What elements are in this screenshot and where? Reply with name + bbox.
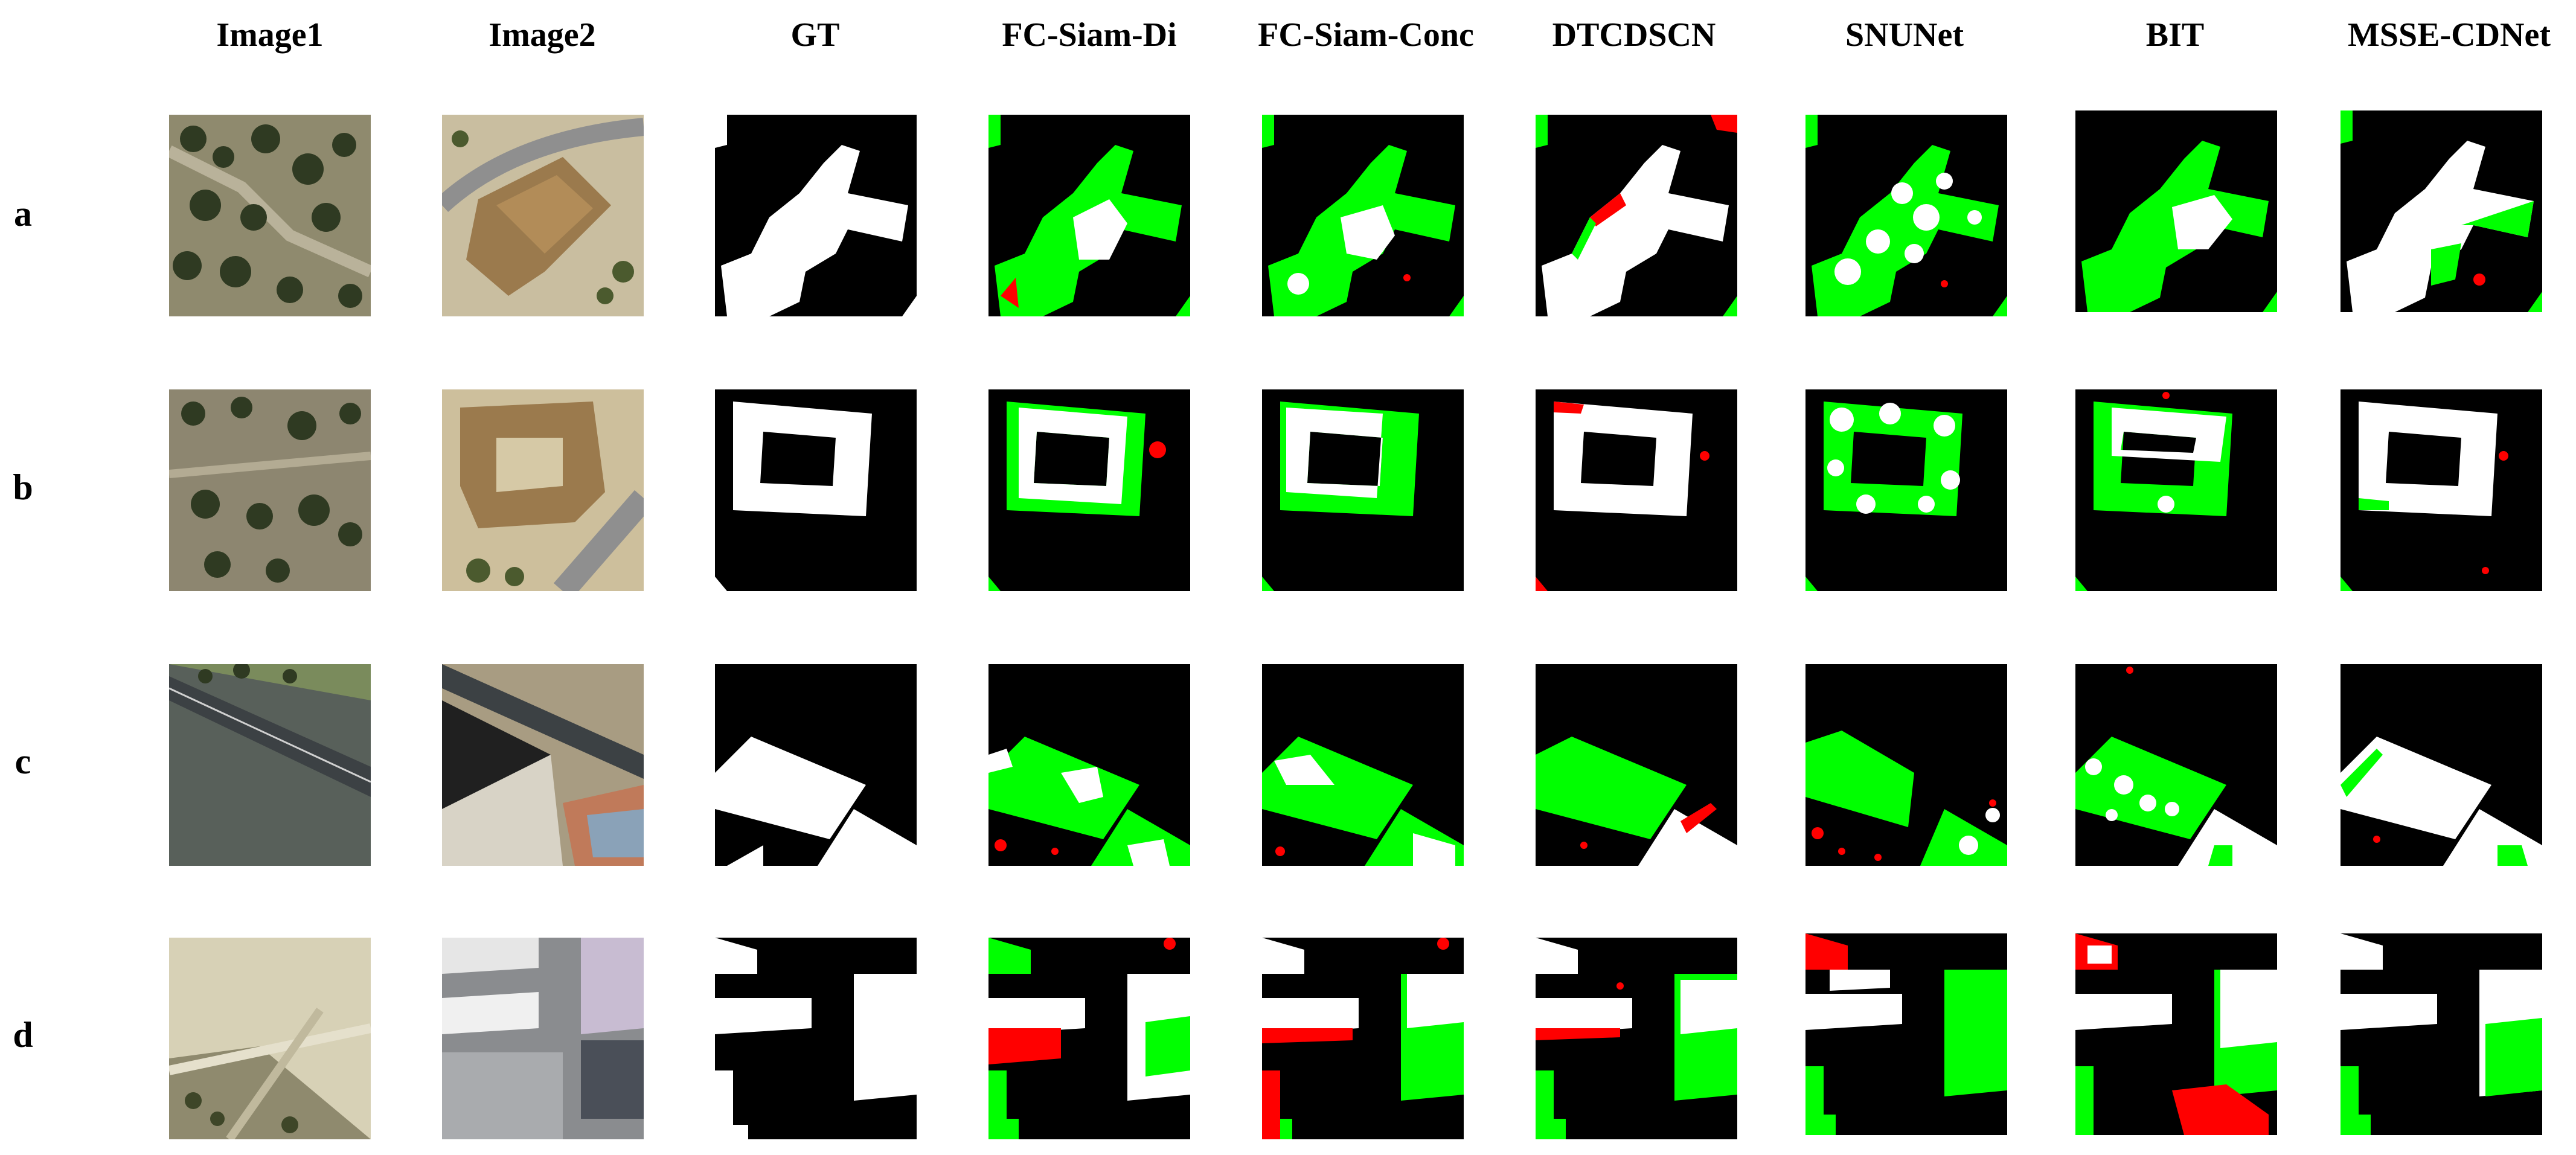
gt-row-b	[715, 389, 917, 591]
fc-siam-di-row-a	[988, 115, 1190, 316]
gt-row-a	[715, 115, 917, 316]
image1-row-d	[169, 938, 371, 1139]
image1-row-b	[169, 389, 371, 591]
gt-row-d	[715, 938, 917, 1139]
image1-row-c	[169, 664, 371, 866]
fc-siam-di-row-b	[988, 389, 1190, 591]
snunet-row-b	[1805, 389, 2007, 591]
bit-row-a	[2075, 110, 2277, 312]
msse-cdnet-row-a	[2341, 110, 2542, 312]
column-header-msse-cdnet: MSSE-CDNet	[2348, 16, 2551, 54]
image2-row-c	[442, 664, 644, 866]
snunet-row-a	[1805, 115, 2007, 316]
fc-siam-conc-row-b	[1262, 389, 1464, 591]
column-header-image1: Image1	[216, 16, 324, 54]
snunet-row-d	[1805, 933, 2007, 1135]
msse-cdnet-row-c	[2341, 664, 2542, 866]
column-header-fc-siam-conc: FC-Siam-Conc	[1258, 16, 1474, 54]
bit-row-c	[2075, 664, 2277, 866]
image1-row-a	[169, 115, 371, 316]
column-header-gt: GT	[790, 16, 840, 54]
row-label-c: c	[14, 741, 31, 781]
snunet-row-c	[1805, 664, 2007, 866]
dtcdscn-row-c	[1536, 664, 1737, 866]
row-label-b: b	[13, 467, 33, 507]
bit-row-b	[2075, 389, 2277, 591]
bit-row-d	[2075, 933, 2277, 1135]
msse-cdnet-row-b	[2341, 389, 2542, 591]
row-label-a: a	[14, 194, 32, 234]
column-header-dtcdscn: DTCDSCN	[1552, 16, 1716, 54]
fc-siam-conc-row-c	[1262, 664, 1464, 866]
dtcdscn-row-d	[1536, 938, 1737, 1139]
image2-row-a	[442, 115, 644, 316]
fc-siam-conc-row-d	[1262, 938, 1464, 1139]
image2-row-d	[442, 938, 644, 1139]
image2-row-b	[442, 389, 644, 591]
fc-siam-di-row-c	[988, 664, 1190, 866]
msse-cdnet-row-d	[2341, 933, 2542, 1135]
row-label-d: d	[13, 1015, 33, 1055]
column-header-snunet: SNUNet	[1845, 16, 1964, 54]
dtcdscn-row-a	[1536, 115, 1737, 316]
fc-siam-conc-row-a	[1262, 115, 1464, 316]
dtcdscn-row-b	[1536, 389, 1737, 591]
column-header-fc-siam-di: FC-Siam-Di	[1002, 16, 1177, 54]
column-header-bit: BIT	[2145, 16, 2205, 54]
fc-siam-di-row-d	[988, 938, 1190, 1139]
gt-row-c	[715, 664, 917, 866]
column-header-image2: Image2	[489, 16, 596, 54]
